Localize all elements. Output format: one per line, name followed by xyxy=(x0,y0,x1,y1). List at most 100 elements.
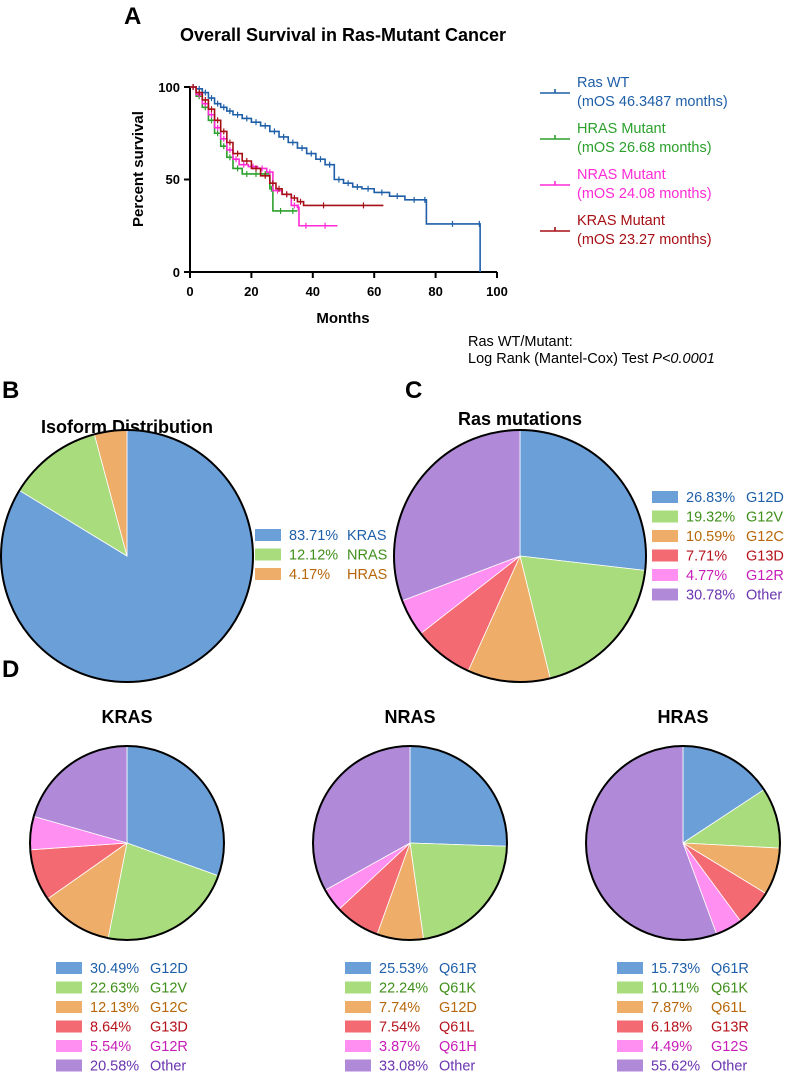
km-curve-wt xyxy=(190,86,481,272)
mutations-legend-value: 30.78% xyxy=(686,588,735,604)
kras-pie-legend-swatch xyxy=(56,962,82,974)
km-curve-kras xyxy=(190,86,384,207)
mutations-legend-label: G12R xyxy=(746,568,784,584)
nras-pie-slice-q61k xyxy=(409,842,508,940)
kras-pie-legend-swatch xyxy=(56,1059,82,1072)
hras-pie-legend-swatch xyxy=(617,962,643,974)
hras-pie-legend-swatch xyxy=(617,1040,643,1052)
hras-pie-title: HRAS xyxy=(657,707,708,727)
kras-pie-legend-value: 22.63% xyxy=(90,981,139,997)
panel-letter-a: A xyxy=(124,3,141,30)
mutations-legend-swatch xyxy=(652,530,678,542)
km-curve-nras xyxy=(190,86,338,227)
nras-pie-legend-value: 33.08% xyxy=(379,1059,428,1073)
nras-legend: 25.53% Q61R 22.24% Q61K 7.74% G12D 7.54% Q61L 3.… xyxy=(345,961,477,1073)
y-axis-label: Percent survival xyxy=(130,111,147,227)
isoform-legend-label: KRAS xyxy=(347,528,387,544)
hras-pie-outline xyxy=(585,745,781,941)
legend-label-hras: HRAS Mutant xyxy=(577,121,666,137)
hras-pie-legend-value: 4.49% xyxy=(651,1039,692,1055)
hras-pie-legend-label: Q61K xyxy=(711,981,748,997)
kras-pie-legend-label: G12R xyxy=(150,1039,188,1055)
legend-mos-hras: (mOS 26.68 months) xyxy=(577,140,712,156)
kras-pie-title: KRAS xyxy=(101,707,152,727)
kras-pie-legend-swatch xyxy=(56,1040,82,1052)
x-tick-label-60: 60 xyxy=(367,284,381,299)
hras-pie-legend-value: 55.62% xyxy=(651,1059,700,1073)
mutations-title: Ras mutations xyxy=(458,409,582,429)
hras-pie-legend-value: 10.11% xyxy=(651,981,699,997)
hras-pie-legend-value: 7.87% xyxy=(651,1000,692,1016)
survival-chart: Overall Survival in Ras-Mutant Cancer 10… xyxy=(130,25,728,367)
legend-label-wt: Ras WT xyxy=(577,75,630,91)
mutations-legend-value: 7.71% xyxy=(686,549,727,565)
y-tick-label-100: 100 xyxy=(158,80,180,95)
nras-pie-legend-value: 7.74% xyxy=(379,1000,420,1016)
hras-legend: 15.73% Q61R 10.11% Q61K 7.87% Q61L 6.18% G13R 4.… xyxy=(617,961,749,1073)
kras-pie-legend-swatch xyxy=(56,1020,82,1033)
nras-pie-legend-label: Other xyxy=(439,1059,475,1073)
survival-legend: Ras WT (mOS 46.3487 months) HRAS Mutant (mO… xyxy=(540,75,728,248)
nras-pie-legend-swatch xyxy=(345,981,371,994)
nras-pie-legend-label: Q61R xyxy=(439,961,477,977)
stats-line-2: Log Rank (Mantel-Cox) Test P<0.0001 xyxy=(468,351,715,367)
mutations-legend-label: G12D xyxy=(746,490,784,506)
kras-pie-legend-label: G13D xyxy=(150,1020,188,1036)
legend-mos-wt: (mOS 46.3487 months) xyxy=(577,94,728,110)
panel-letter-b: B xyxy=(2,377,19,404)
hras-pie-legend-label: Q61R xyxy=(711,961,749,977)
nras-pie-legend-label: Q61L xyxy=(439,1020,474,1036)
mutations-legend-swatch xyxy=(652,491,678,503)
nras-pie-legend-label: Q61H xyxy=(439,1039,477,1055)
nras-pie-legend-swatch xyxy=(345,1059,371,1072)
kras-pie-legend-label: G12D xyxy=(150,961,188,977)
panel-letter-c: C xyxy=(405,377,422,404)
hras-pie-legend-swatch xyxy=(617,981,643,994)
nras-pie-slice-q61r xyxy=(409,745,508,847)
kras-legend: 30.49% G12D 22.63% G12V 12.13% G12C 8.64% G13D 5… xyxy=(56,961,188,1073)
kras-pie xyxy=(29,745,225,941)
hras-pie xyxy=(585,745,781,941)
stats-p-value: P<0.0001 xyxy=(652,351,715,367)
mutations-legend-value: 10.59% xyxy=(686,529,735,545)
kras-pie-legend-label: Other xyxy=(150,1059,186,1073)
nras-pie-title: NRAS xyxy=(384,707,435,727)
mutations-outline xyxy=(393,429,647,683)
nras-pie-legend-swatch xyxy=(345,1001,371,1013)
kras-pie-legend-value: 12.13% xyxy=(90,1000,139,1016)
x-tick-label-100: 100 xyxy=(486,284,508,299)
nras-pie-legend-value: 7.54% xyxy=(379,1020,420,1036)
legend-mos-nras: (mOS 24.08 months) xyxy=(577,186,712,202)
nras-pie-legend-swatch xyxy=(345,1040,371,1052)
x-tick-label-40: 40 xyxy=(306,284,320,299)
hras-pie-legend-label: Other xyxy=(711,1059,747,1073)
mutations-legend-label: Other xyxy=(746,588,782,604)
x-tick-label-20: 20 xyxy=(244,284,258,299)
mutations-legend-swatch xyxy=(652,569,678,581)
isoform-legend-swatch xyxy=(255,548,281,561)
isoform-legend-value: 4.17% xyxy=(289,567,330,583)
hras-pie-legend-value: 6.18% xyxy=(651,1020,692,1036)
mutations-slice-g12d xyxy=(519,429,647,571)
mutations-legend-value: 26.83% xyxy=(686,490,735,506)
nras-pie-legend-swatch xyxy=(345,1020,371,1033)
y-tick-label-0: 0 xyxy=(173,265,180,280)
km-curve-hras xyxy=(190,86,298,212)
kras-pie-legend-swatch xyxy=(56,1001,82,1013)
mutations-legend: 26.83% G12D 19.32% G12V 10.59% G12C 7.71% G13D 4… xyxy=(652,490,784,604)
isoform-outline xyxy=(0,429,254,683)
isoform-legend-value: 12.12% xyxy=(289,548,338,564)
hras-pie-legend-swatch xyxy=(617,1020,643,1033)
isoform-legend-value: 83.71% xyxy=(289,528,338,544)
hras-pie-legend-swatch xyxy=(617,1059,643,1072)
kras-pie-legend-value: 20.58% xyxy=(90,1059,139,1073)
hras-pie-legend-swatch xyxy=(617,1001,643,1013)
x-tick-label-0: 0 xyxy=(186,284,193,299)
kras-pie-legend-value: 5.54% xyxy=(90,1039,131,1055)
hras-pie-legend-label: G13R xyxy=(711,1020,749,1036)
hras-pie-legend-label: Q61L xyxy=(711,1000,746,1016)
mutations-legend-label: G12C xyxy=(746,529,784,545)
isoform-legend: 83.71% KRAS 12.12% NRAS 4.17% HRAS xyxy=(255,528,387,583)
mutations-legend-label: G12V xyxy=(746,510,783,526)
